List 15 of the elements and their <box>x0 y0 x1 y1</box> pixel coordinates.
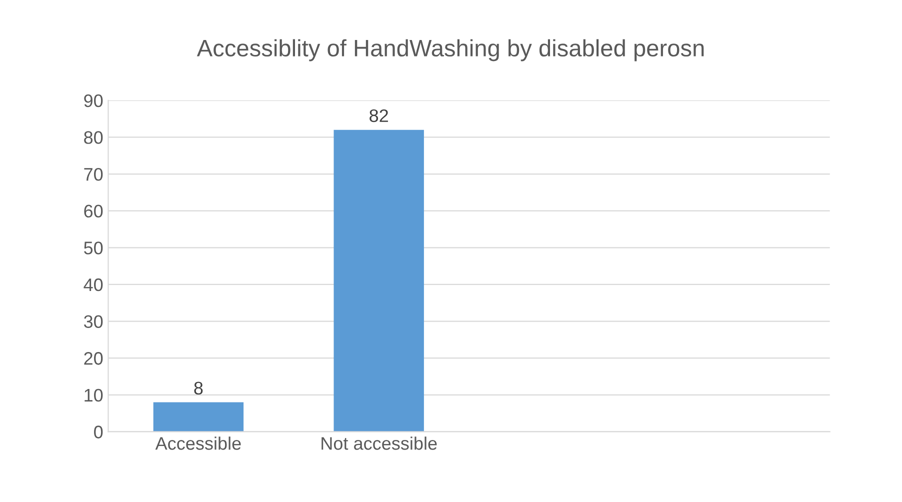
y-tick-label: 20 <box>84 352 103 365</box>
y-tick-label: 50 <box>84 242 103 254</box>
y-tick-label: 40 <box>84 278 103 292</box>
y-tick-label: 30 <box>84 315 103 328</box>
y-tick-label: 70 <box>84 168 103 181</box>
y-tick-label: 90 <box>84 94 103 108</box>
chart-title: Accessiblity of HandWashing by disabled perosn <box>196 39 704 62</box>
data-label: 8 <box>194 382 203 395</box>
data-label: 82 <box>370 109 388 122</box>
y-tick-label: 60 <box>84 204 103 218</box>
y-tick-label: 0 <box>94 426 103 438</box>
x-tick-label: Accessible <box>155 436 241 450</box>
y-tick-label: 80 <box>84 131 103 144</box>
x-tick-label: Not accessible <box>322 436 437 450</box>
y-tick-label: 10 <box>84 388 103 402</box>
